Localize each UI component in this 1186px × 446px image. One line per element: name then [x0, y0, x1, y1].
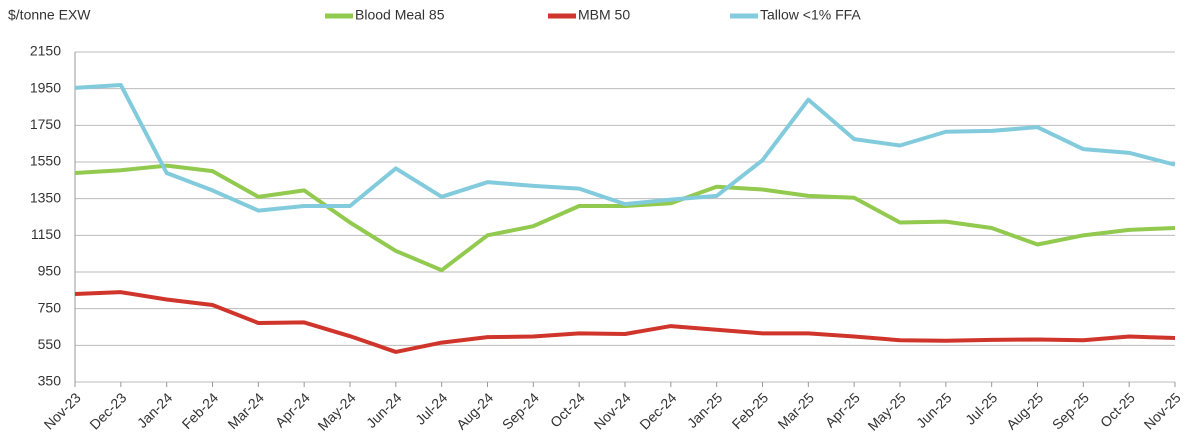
- x-tick-label: Feb-24: [179, 389, 222, 432]
- x-tick-label: Apr-24: [272, 389, 313, 430]
- y-tick-label: 950: [38, 263, 62, 279]
- x-tick-label: Feb-25: [729, 389, 772, 432]
- series-line: [74, 163, 1176, 273]
- x-tick-label: Nov-24: [591, 389, 634, 432]
- x-tick-label: Nov-23: [41, 389, 84, 432]
- y-tick-label: 2150: [30, 43, 61, 59]
- y-tick-label: 350: [38, 373, 62, 389]
- x-tick-label: Nov-25: [1141, 389, 1184, 432]
- y-tick-label: 1750: [30, 116, 61, 132]
- x-tick-label: Jun-24: [363, 389, 405, 431]
- y-tick-label: 1150: [31, 226, 61, 242]
- y-tick-label: 1950: [30, 79, 61, 95]
- x-tick-label: Oct-24: [547, 389, 588, 430]
- x-tick-label: Apr-25: [822, 389, 863, 430]
- x-tick-label: Aug-25: [1003, 389, 1046, 432]
- x-tick-label: May-25: [864, 389, 908, 433]
- y-tick-label: 1350: [30, 189, 61, 205]
- legend-label: Tallow <1% FFA: [760, 7, 861, 23]
- x-tick-label: Oct-25: [1097, 389, 1138, 430]
- legend-label: Blood Meal 85: [355, 7, 445, 23]
- y-tick-label: 750: [38, 299, 62, 315]
- series-line: [74, 83, 1176, 213]
- x-tick-label: May-24: [314, 389, 358, 433]
- x-tick-label: Jan-24: [134, 389, 176, 431]
- x-tick-label: Jul-25: [962, 389, 1000, 427]
- x-tick-label: Dec-24: [636, 389, 679, 432]
- y-axis-label: $/tonne EXW: [8, 7, 91, 23]
- series-line: [74, 290, 1176, 354]
- x-tick-label: Jul-24: [412, 389, 450, 427]
- y-tick-label: 1550: [30, 153, 61, 169]
- x-tick-label: Mar-24: [224, 389, 267, 432]
- legend-label: MBM 50: [578, 7, 630, 23]
- x-tick-label: Sep-25: [1049, 389, 1092, 432]
- x-tick-label: Jun-25: [913, 389, 955, 431]
- x-tick-label: Jan-25: [684, 389, 726, 431]
- x-tick-label: Aug-24: [453, 389, 496, 432]
- x-tick-label: Mar-25: [774, 389, 817, 432]
- x-tick-label: Dec-23: [86, 389, 129, 432]
- x-tick-label: Sep-24: [499, 389, 542, 432]
- y-tick-label: 550: [38, 336, 62, 352]
